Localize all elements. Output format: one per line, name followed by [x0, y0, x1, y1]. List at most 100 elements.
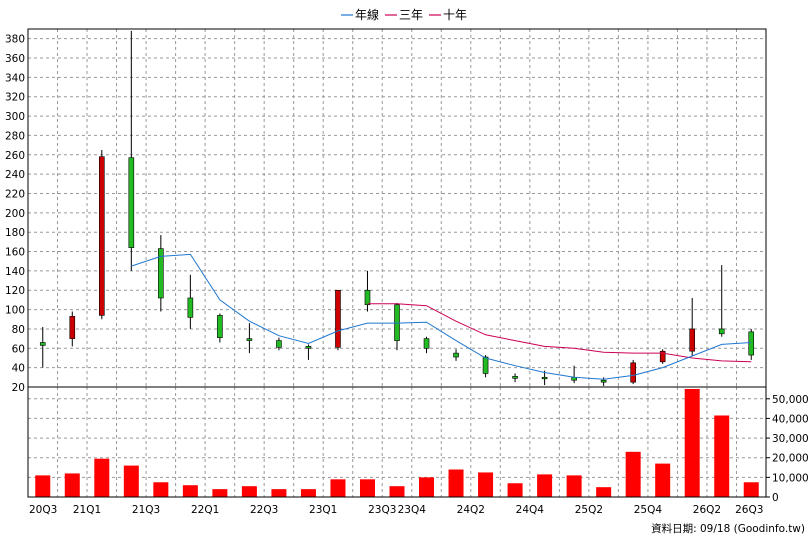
- volume-bar: [625, 451, 641, 497]
- candle-body: [158, 248, 164, 299]
- price-axis: 20 40 60 80 100 120 140 160 180 200 220 240 260 280 30…: [5, 34, 25, 394]
- volume-tick-label: 40,000: [772, 413, 808, 425]
- price-tick-label: 80: [12, 324, 25, 336]
- volume-bar: [330, 479, 346, 497]
- price-tick-label: 200: [5, 208, 25, 220]
- data-date-footer: 資料日期: 09/18 (Goodinfo.tw): [651, 522, 805, 535]
- price-grid: [28, 29, 766, 388]
- price-tick-label: 100: [5, 305, 25, 317]
- volume-bar: [478, 472, 494, 497]
- price-tick-label: 320: [5, 92, 25, 104]
- candle-body: [364, 289, 371, 306]
- volume-bar: [507, 483, 523, 497]
- x-tick-label: 24Q2: [457, 504, 485, 516]
- volume-bar: [359, 479, 375, 497]
- candle-body: [246, 338, 253, 341]
- x-axis: 20Q3 21Q1 21Q3 22Q1 22Q3 23Q1 23Q3 23Q4 24Q2 24Q4…: [29, 504, 763, 516]
- x-tick-label: 22Q1: [191, 504, 219, 516]
- volume-bar: [94, 458, 110, 497]
- volume-grid: [28, 387, 766, 497]
- volume-bar: [35, 475, 51, 497]
- price-tick-label: 260: [5, 150, 25, 162]
- volume-bar: [714, 415, 730, 497]
- x-tick-label: 23Q1: [309, 504, 337, 516]
- price-tick-label: 380: [5, 34, 25, 46]
- candle-body: [305, 346, 312, 349]
- x-tick-label: 21Q1: [73, 504, 101, 516]
- candle-body: [748, 331, 755, 356]
- volume-bar: [241, 486, 257, 497]
- candle-body: [39, 342, 46, 346]
- x-tick-label: 25Q2: [575, 504, 603, 516]
- volume-tick-label: 0: [772, 492, 779, 504]
- volume-bar: [153, 482, 169, 497]
- candle-body: [187, 297, 194, 318]
- candle-body: [482, 356, 489, 374]
- candle-body: [69, 316, 76, 339]
- candle-body: [276, 340, 282, 348]
- price-tick-label: 60: [12, 343, 25, 355]
- x-tick-label: 26Q2: [693, 504, 721, 516]
- volume-bar: [419, 477, 435, 497]
- volume-tick-label: 50,000: [772, 394, 808, 406]
- candle-body: [335, 289, 341, 348]
- volume-axis: 0 10,000 20,000 30,000 40,000 50,000: [766, 394, 808, 504]
- annual-line: [131, 253, 752, 380]
- price-tick-label: 300: [5, 111, 25, 123]
- moving-average-lines: [131, 253, 752, 380]
- candle-body: [512, 376, 518, 379]
- volume-bar: [300, 489, 316, 497]
- x-tick-label: 20Q3: [29, 504, 57, 516]
- volume-bar: [212, 489, 228, 497]
- legend-label-1: 三年: [399, 8, 423, 22]
- price-tick-label: 220: [5, 188, 25, 200]
- candle-body: [659, 350, 666, 363]
- volume-bar: [448, 469, 464, 497]
- price-tick-label: 360: [5, 53, 25, 65]
- candle-body: [217, 315, 223, 338]
- x-tick-label: 25Q4: [634, 504, 663, 516]
- volume-bar: [271, 489, 287, 497]
- x-tick-label: 22Q3: [250, 504, 278, 516]
- volume-tick-label: 10,000: [772, 472, 808, 484]
- plot-frames: [27, 28, 767, 498]
- x-tick-label: 23Q4: [398, 504, 427, 516]
- price-tick-label: 140: [5, 266, 25, 278]
- x-tick-label: 23Q3: [368, 504, 396, 516]
- volume-bar: [64, 473, 80, 497]
- volume-bar: [389, 486, 405, 497]
- price-tick-label: 280: [5, 130, 25, 142]
- volume-bar: [182, 485, 198, 497]
- volume-frame: [27, 386, 767, 498]
- volume-bars: [35, 388, 759, 497]
- legend-label-2: 十年: [443, 8, 467, 22]
- candles: [39, 30, 755, 387]
- price-tick-label: 160: [5, 247, 25, 259]
- candle-body: [689, 328, 696, 352]
- price-tick-label: 180: [5, 227, 25, 239]
- candle-body: [630, 362, 636, 383]
- three-year-line: [367, 303, 752, 363]
- price-tick-label: 120: [5, 285, 25, 297]
- price-tick-label: 340: [5, 72, 25, 84]
- price-tick-label: 40: [12, 363, 25, 375]
- volume-bar: [123, 465, 139, 497]
- candle-body: [541, 377, 548, 380]
- volume-tick-label: 30,000: [772, 433, 808, 445]
- volume-bar: [596, 487, 612, 497]
- volume-bar: [743, 482, 759, 497]
- candle-body: [423, 338, 430, 349]
- x-tick-label: 21Q3: [132, 504, 160, 516]
- candle-body: [600, 379, 607, 383]
- candle-body: [718, 328, 725, 335]
- candle-body: [453, 352, 459, 358]
- price-tick-label: 20: [12, 382, 25, 394]
- price-tick-label: 240: [5, 169, 25, 181]
- x-tick-label: 24Q4: [516, 504, 545, 516]
- x-tick-label: 26Q3: [735, 504, 763, 516]
- volume-bar: [566, 475, 582, 497]
- legend: 年線 三年 十年: [341, 7, 467, 22]
- volume-bar: [684, 388, 700, 497]
- volume-bar: [655, 463, 671, 497]
